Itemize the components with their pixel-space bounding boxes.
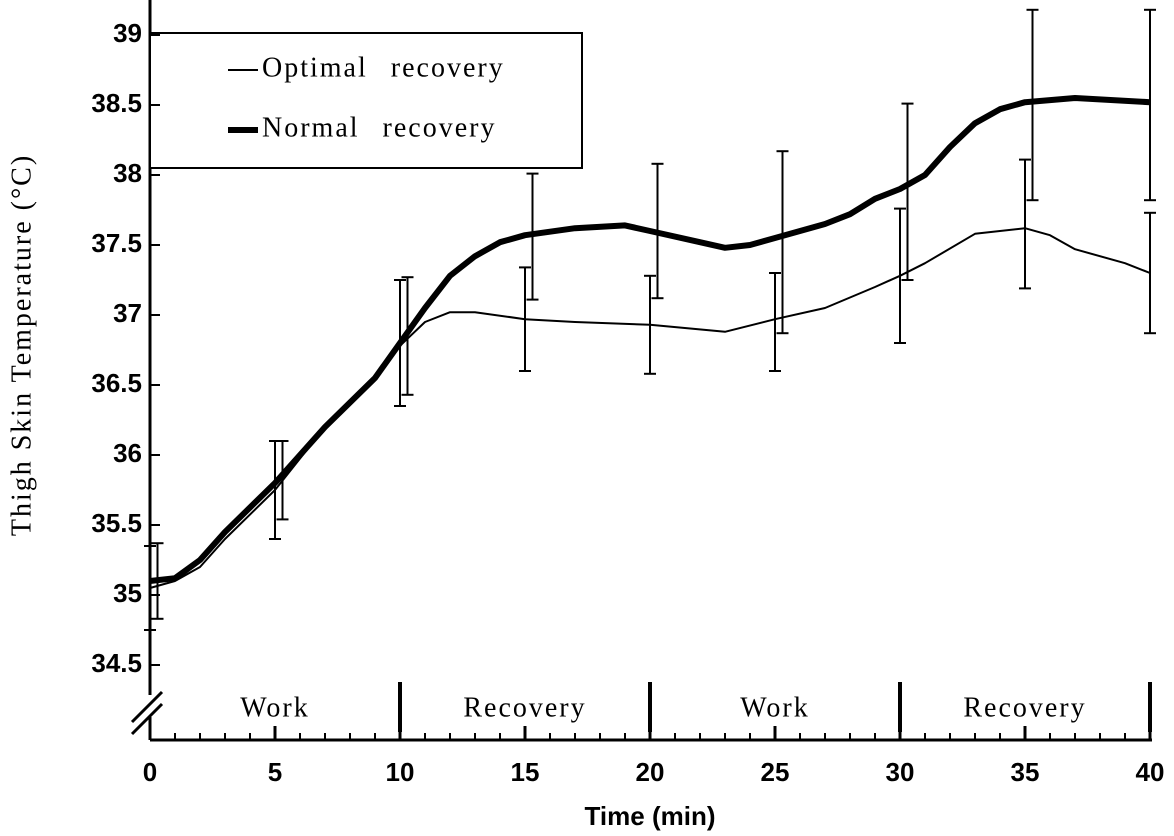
error-bar bbox=[894, 207, 906, 344]
error-bar bbox=[151, 542, 164, 620]
phase-label: Recovery bbox=[963, 692, 1086, 723]
y-tick-label: 36 bbox=[113, 438, 142, 468]
y-tick-label: 35 bbox=[113, 578, 142, 608]
x-tick-label: 30 bbox=[886, 757, 915, 787]
y-tick-label: 37.5 bbox=[91, 228, 142, 258]
phase-label: Work bbox=[740, 692, 810, 723]
error-bar bbox=[644, 274, 656, 375]
x-tick-label: 5 bbox=[268, 757, 282, 787]
y-tick-label: 35.5 bbox=[91, 508, 142, 538]
error-bar bbox=[776, 150, 789, 335]
x-tick-label: 10 bbox=[386, 757, 415, 787]
y-tick-label: 34.5 bbox=[91, 648, 142, 678]
error-bar bbox=[401, 276, 414, 396]
axis-break bbox=[130, 702, 164, 736]
x-tick-label: 35 bbox=[1011, 757, 1040, 787]
error-bar bbox=[901, 102, 914, 281]
error-bar bbox=[519, 266, 531, 372]
series-line bbox=[149, 95, 1151, 584]
x-tick-label: 0 bbox=[143, 757, 157, 787]
x-tick-label: 15 bbox=[511, 757, 540, 787]
error-bar bbox=[1144, 211, 1156, 335]
error-bar bbox=[144, 545, 156, 631]
legend-label: Normal recovery bbox=[262, 112, 496, 143]
error-bar bbox=[276, 440, 289, 521]
y-tick-label: 38 bbox=[113, 158, 142, 188]
legend-box bbox=[149, 32, 583, 169]
x-tick-label: 25 bbox=[761, 757, 790, 787]
error-bar bbox=[526, 172, 539, 301]
phase-label: Recovery bbox=[463, 692, 586, 723]
error-bar bbox=[651, 162, 664, 300]
x-tick-label: 40 bbox=[1136, 757, 1165, 787]
y-axis-label: Thigh Skin Temperature (°C) bbox=[6, 154, 37, 536]
x-axis-label: Time (min) bbox=[585, 801, 716, 831]
error-bar bbox=[769, 272, 781, 372]
error-bar bbox=[1019, 158, 1031, 290]
y-tick-label: 37 bbox=[113, 298, 142, 328]
phase-label: Work bbox=[240, 692, 310, 723]
x-tick-label: 20 bbox=[636, 757, 665, 787]
legend-label: Optimal recovery bbox=[262, 52, 505, 83]
y-tick-label: 39 bbox=[113, 18, 142, 48]
axis-break bbox=[130, 690, 164, 724]
error-bar bbox=[1144, 8, 1156, 202]
error-bar bbox=[1026, 8, 1039, 202]
y-tick-label: 38.5 bbox=[91, 88, 142, 118]
y-tick-label: 36.5 bbox=[91, 368, 142, 398]
